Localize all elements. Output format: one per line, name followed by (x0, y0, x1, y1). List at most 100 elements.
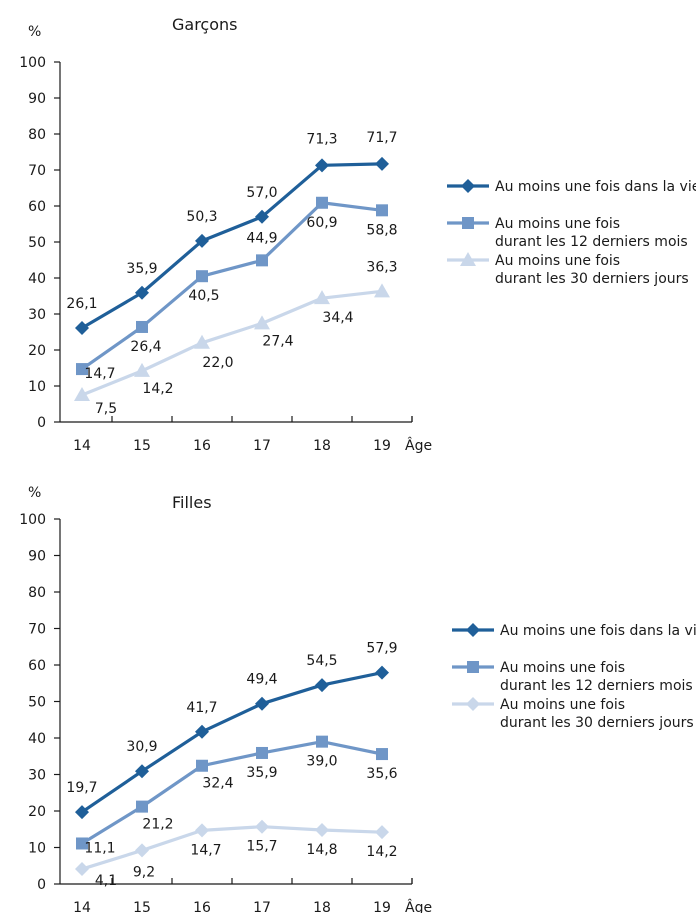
data-label: 7,5 (95, 401, 117, 417)
data-label: 14,8 (306, 842, 337, 858)
data-label: 4,1 (95, 873, 117, 889)
data-label: 50,3 (186, 209, 217, 225)
data-label: 15,7 (246, 839, 277, 855)
legend-swatch-marker (466, 623, 480, 637)
data-point (254, 315, 270, 330)
x-axis-title: Âge (405, 436, 432, 454)
data-label: 27,4 (262, 333, 293, 349)
series-mois12: 11,1 21,2 32,4 35,9 39,0 35,6 (76, 735, 398, 856)
data-label: 57,0 (246, 185, 277, 201)
data-label: 35,6 (366, 766, 397, 782)
y-tick-label: 30 (28, 307, 46, 323)
y-tick-label: 40 (28, 271, 46, 287)
data-point (315, 678, 329, 693)
data-point (256, 746, 268, 759)
series-line (81, 671, 383, 814)
legend-label: Au moins une fois dans la vie (495, 179, 696, 195)
data-point (135, 843, 149, 858)
y-tick-label: 50 (28, 695, 46, 711)
chart-panel-2: Filles% 0 10 20 30 40 50 60 70 80 90 100 14 15 16 17 18 1… (19, 485, 696, 913)
data-point (375, 825, 389, 840)
legend-label: Au moins une fois (500, 697, 625, 713)
series-jours30: 7,5 14,2 22,0 27,4 34,4 36,3 (74, 259, 398, 417)
y-axis-label: % (28, 485, 41, 501)
data-point (315, 822, 329, 837)
data-label: 11,1 (84, 840, 115, 856)
y-tick-label: 70 (28, 622, 46, 638)
legend-label: durant les 30 derniers jours (500, 715, 694, 731)
data-point (256, 254, 268, 267)
legend-swatch-marker (466, 697, 480, 711)
x-axis-title: Âge (405, 898, 432, 913)
legend-label: Au moins une fois (495, 216, 620, 232)
data-label: 60,9 (306, 215, 337, 231)
legend-swatch-marker (461, 179, 475, 193)
legend-label: durant les 12 derniers mois (495, 234, 688, 250)
data-point (316, 735, 328, 748)
data-point (74, 387, 90, 401)
y-tick-label: 80 (28, 127, 46, 143)
chart-title: Filles (172, 493, 212, 512)
data-point (75, 862, 89, 877)
legend-label: Au moins une fois dans la vie (500, 623, 696, 639)
data-label: 30,9 (126, 739, 157, 755)
data-point (255, 209, 269, 224)
legend-label: Au moins une fois (500, 660, 625, 676)
data-point (194, 334, 210, 349)
y-tick-label: 20 (28, 343, 46, 359)
data-label: 14,2 (142, 381, 173, 397)
legend-swatch-marker (460, 252, 476, 266)
y-tick-label: 20 (28, 804, 46, 820)
x-tick-label: 15 (133, 900, 151, 913)
data-point (135, 285, 149, 300)
chart-panel-1: Garçons% 0 10 20 30 40 50 60 70 80 90 100 14 15 16 17 18… (19, 15, 696, 454)
x-tick-label: 14 (73, 900, 91, 913)
data-label: 32,4 (202, 776, 233, 792)
data-label: 40,5 (188, 288, 219, 304)
x-tick-label: 16 (193, 900, 211, 913)
data-point (134, 362, 150, 377)
data-point (316, 196, 328, 209)
data-label: 21,2 (142, 817, 173, 833)
y-tick-label: 30 (28, 768, 46, 784)
data-label: 14,7 (84, 366, 115, 382)
data-label: 36,3 (366, 259, 397, 275)
y-tick-label: 80 (28, 585, 46, 601)
legend: Au moins une fois dans la vie Au moins un… (452, 623, 696, 731)
legend-label: durant les 12 derniers mois (500, 678, 693, 694)
x-tick-label: 14 (73, 438, 91, 454)
x-tick-label: 17 (253, 900, 271, 913)
data-point (376, 204, 388, 217)
data-point (195, 823, 209, 838)
data-point (196, 759, 208, 772)
x-tick-label: 15 (133, 438, 151, 454)
x-tick-label: 18 (313, 900, 331, 913)
y-tick-label: 60 (28, 658, 46, 674)
data-point (196, 270, 208, 283)
legend-swatch-marker (462, 217, 474, 229)
series-line (81, 162, 383, 330)
data-point (76, 837, 88, 850)
x-tick-label: 19 (373, 900, 391, 913)
series-vie: 26,1 35,9 50,3 57,0 71,3 71,7 (66, 130, 398, 336)
y-tick-label: 10 (28, 379, 46, 395)
data-point (374, 283, 390, 298)
y-tick-label: 100 (19, 512, 46, 528)
y-tick-label: 60 (28, 199, 46, 215)
y-tick-label: 50 (28, 235, 46, 251)
data-label: 14,7 (190, 842, 221, 858)
data-label: 49,4 (246, 672, 277, 688)
data-point (195, 233, 209, 248)
y-tick-label: 100 (19, 55, 46, 71)
series-line (81, 289, 383, 397)
data-point (136, 320, 148, 333)
series-line (81, 825, 383, 871)
series-line (81, 740, 383, 845)
data-label: 57,9 (366, 641, 397, 657)
data-label: 26,4 (130, 339, 161, 355)
legend-swatch-marker (467, 661, 479, 673)
legend: Au moins une fois dans la vie Au moins un… (447, 179, 696, 287)
data-label: 44,9 (246, 230, 277, 246)
data-label: 54,5 (306, 653, 337, 669)
series-vie: 19,7 30,9 41,7 49,4 54,5 57,9 (66, 641, 398, 820)
